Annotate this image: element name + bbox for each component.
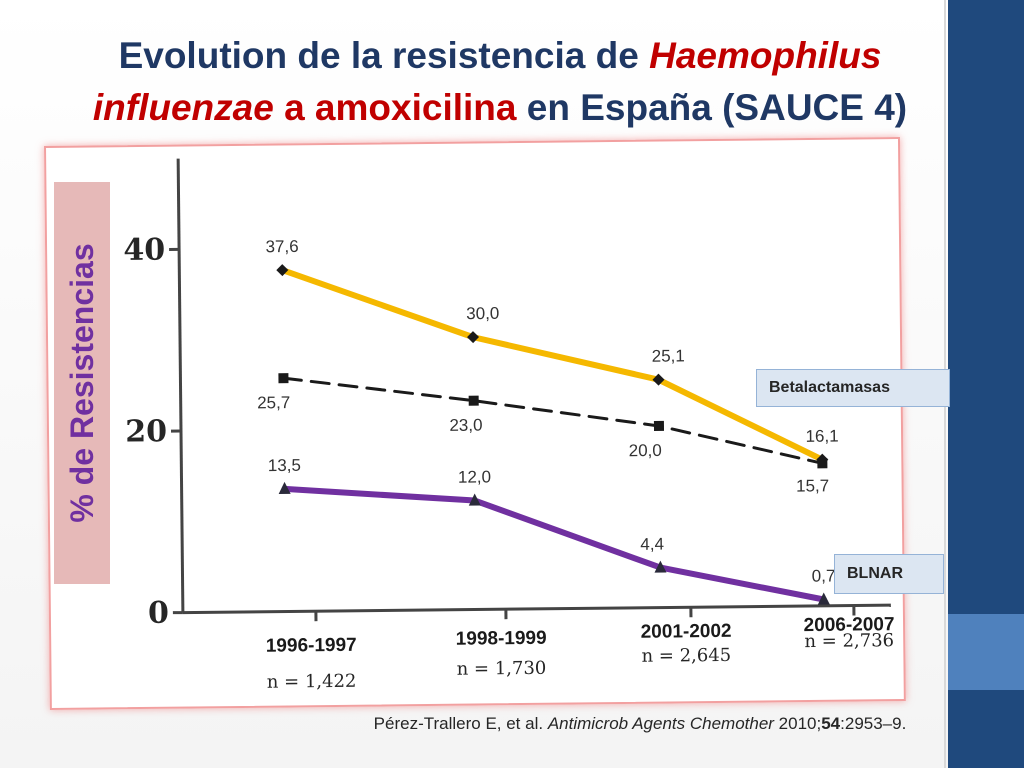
- legend-blnar: BLNAR: [834, 554, 944, 594]
- citation-volume: 54: [821, 714, 841, 733]
- data-label-amoxicilina-2: 25,1: [652, 346, 685, 365]
- data-label-betalactamasas-2: 20,0: [629, 441, 662, 460]
- slide-side-accent: [948, 614, 1024, 690]
- data-label-blnar-3: 0,7: [812, 566, 836, 585]
- slide-title: Evolution de la resistencia de Haemophil…: [60, 30, 940, 134]
- point-amoxicilina-2: [652, 373, 665, 386]
- legend-betalactamasas: Betalactamasas: [756, 369, 950, 407]
- point-blnar-1: [468, 493, 481, 506]
- legend-betalactamasas-label: Betalactamasas: [769, 379, 890, 396]
- title-species: influenzae: [92, 87, 274, 128]
- point-betalactamasas-0: [278, 373, 289, 384]
- sample-size-label-0: n = 1,422: [267, 671, 357, 693]
- data-label-betalactamasas-3: 15,7: [796, 476, 829, 495]
- data-label-blnar-2: 4,4: [640, 535, 664, 554]
- series-line-betalactamasas: [281, 376, 824, 465]
- y-tick-label-1: 20: [125, 414, 167, 449]
- data-label-blnar-1: 12,0: [458, 467, 491, 486]
- point-blnar-2: [654, 560, 667, 573]
- title-part-5: en España (SAUCE 4): [516, 87, 908, 128]
- sample-size-label-1: n = 1,730: [457, 658, 547, 680]
- x-tick-label-0: 1996-1997: [266, 635, 357, 657]
- x-tick-label-1: 1998-1999: [456, 628, 547, 650]
- point-betalactamasas-1: [468, 395, 479, 406]
- y-tick-label-2: 40: [123, 233, 165, 268]
- title-antibiotic: a amoxicilina: [273, 87, 517, 128]
- data-label-amoxicilina-3: 16,1: [805, 427, 838, 446]
- citation-year: 2010;: [773, 714, 822, 733]
- point-betalactamasas-2: [653, 420, 665, 432]
- point-blnar-0: [278, 481, 291, 494]
- citation-authors: Pérez-Trallero E, et al.: [373, 714, 548, 733]
- x-axis-line: [182, 603, 891, 615]
- data-label-amoxicilina-1: 30,0: [466, 304, 499, 323]
- title-genus: Haemophilus: [649, 35, 882, 76]
- y-tick-label-0: 0: [148, 596, 169, 631]
- title-part-1: Evolution de la resistencia de: [118, 35, 650, 76]
- line-chart: 0 20 40 1996-1997 n = 1,422 1998-1999 n = 1,73…: [123, 158, 895, 693]
- data-label-amoxicilina-0: 37,6: [265, 237, 298, 256]
- citation-journal: Antimicrob Agents Chemother: [547, 714, 774, 733]
- x-tick-label-3: 2006-2007: [804, 614, 895, 636]
- y-axis-line: [176, 158, 185, 613]
- data-label-blnar-0: 13,5: [268, 456, 301, 475]
- legend-blnar-label: BLNAR: [847, 565, 903, 582]
- point-blnar-3: [817, 592, 830, 605]
- citation: Pérez-Trallero E, et al. Antimicrob Agen…: [330, 714, 950, 734]
- x-tick-label-2: 2001-2002: [641, 621, 732, 643]
- sample-size-label-3: n = 2,736: [804, 630, 894, 652]
- citation-pages: :2953–9.: [840, 714, 907, 733]
- data-label-betalactamasas-0: 25,7: [257, 393, 290, 412]
- data-label-betalactamasas-1: 23,0: [449, 416, 482, 435]
- point-amoxicilina-0: [276, 264, 289, 277]
- point-amoxicilina-1: [467, 331, 480, 344]
- y-axis-label-box: [54, 182, 110, 584]
- series-line-blnar: [281, 485, 827, 603]
- series-line-amoxicilina: [279, 267, 826, 463]
- point-betalactamasas-3: [817, 458, 828, 469]
- chart-frame: 0 20 40 1996-1997 n = 1,422 1998-1999 n = 1,73…: [44, 137, 906, 710]
- y-axis-label: % de Resistencias: [64, 243, 100, 523]
- sample-size-label-2: n = 2,645: [641, 645, 731, 667]
